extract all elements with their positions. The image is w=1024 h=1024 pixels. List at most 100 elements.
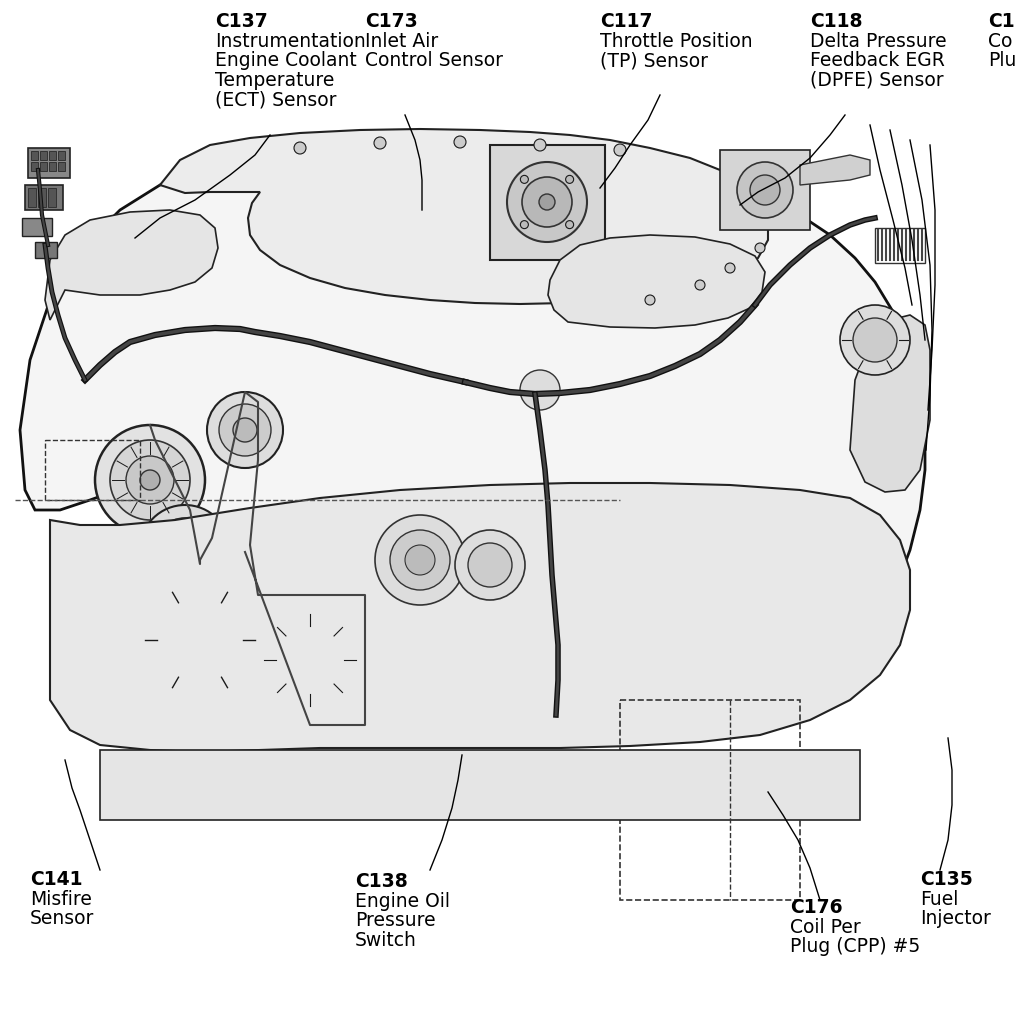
Text: Throttle Position: Throttle Position bbox=[600, 32, 753, 50]
Bar bbox=[49, 151, 56, 160]
Text: C135: C135 bbox=[920, 870, 973, 889]
Circle shape bbox=[374, 137, 386, 150]
Text: Delta Pressure: Delta Pressure bbox=[810, 32, 946, 50]
Polygon shape bbox=[800, 155, 870, 185]
Bar bbox=[31, 151, 38, 160]
Circle shape bbox=[725, 263, 735, 273]
Circle shape bbox=[737, 162, 793, 218]
Bar bbox=[22, 218, 52, 236]
Bar bbox=[874, 228, 925, 263]
Circle shape bbox=[755, 243, 765, 253]
Circle shape bbox=[539, 194, 555, 210]
Circle shape bbox=[853, 318, 897, 362]
Circle shape bbox=[645, 295, 655, 305]
Circle shape bbox=[468, 543, 512, 587]
Text: Engine Coolant: Engine Coolant bbox=[215, 51, 356, 71]
Text: C117: C117 bbox=[600, 12, 652, 31]
Circle shape bbox=[534, 139, 546, 151]
Circle shape bbox=[160, 600, 240, 680]
Text: Misfire: Misfire bbox=[30, 890, 92, 908]
Bar bbox=[720, 150, 810, 230]
Text: Switch: Switch bbox=[355, 931, 417, 949]
Circle shape bbox=[262, 612, 358, 708]
Text: C118: C118 bbox=[810, 12, 862, 31]
Text: (DPFE) Sensor: (DPFE) Sensor bbox=[810, 71, 944, 90]
Circle shape bbox=[750, 175, 780, 205]
Bar bbox=[45, 440, 140, 500]
Text: Temperature: Temperature bbox=[215, 71, 335, 90]
Circle shape bbox=[304, 654, 316, 666]
Circle shape bbox=[520, 370, 560, 410]
Polygon shape bbox=[50, 483, 910, 752]
Bar bbox=[620, 700, 800, 900]
Bar bbox=[48, 188, 56, 207]
Text: (ECT) Sensor: (ECT) Sensor bbox=[215, 90, 337, 110]
Bar bbox=[58, 162, 65, 171]
Circle shape bbox=[142, 582, 258, 698]
Circle shape bbox=[140, 470, 160, 490]
Circle shape bbox=[294, 142, 306, 154]
Circle shape bbox=[455, 530, 525, 600]
Circle shape bbox=[565, 175, 573, 183]
Circle shape bbox=[695, 280, 705, 290]
Bar bbox=[100, 750, 860, 820]
Circle shape bbox=[230, 542, 286, 598]
Bar bbox=[40, 162, 47, 171]
Text: C141: C141 bbox=[30, 870, 83, 889]
Bar bbox=[25, 185, 63, 210]
Circle shape bbox=[278, 628, 342, 692]
Circle shape bbox=[240, 552, 276, 588]
Text: Injector: Injector bbox=[920, 909, 991, 928]
Polygon shape bbox=[850, 315, 930, 492]
Circle shape bbox=[193, 632, 208, 648]
Polygon shape bbox=[160, 129, 768, 304]
Text: C138: C138 bbox=[355, 872, 408, 891]
Circle shape bbox=[233, 418, 257, 442]
Text: C137: C137 bbox=[215, 12, 267, 31]
Polygon shape bbox=[548, 234, 765, 328]
Circle shape bbox=[126, 456, 174, 504]
Bar bbox=[31, 162, 38, 171]
Text: Fuel: Fuel bbox=[920, 890, 958, 908]
Circle shape bbox=[153, 518, 217, 582]
Text: Coil Per: Coil Per bbox=[790, 918, 861, 937]
Circle shape bbox=[454, 136, 466, 148]
Circle shape bbox=[95, 425, 205, 535]
Text: Inlet Air: Inlet Air bbox=[365, 32, 438, 50]
Bar bbox=[40, 151, 47, 160]
Text: C1: C1 bbox=[988, 12, 1015, 31]
Text: Pressure: Pressure bbox=[355, 911, 435, 930]
Circle shape bbox=[614, 144, 626, 156]
Bar bbox=[49, 162, 56, 171]
Circle shape bbox=[110, 440, 190, 520]
Circle shape bbox=[520, 220, 528, 228]
Text: Control Sensor: Control Sensor bbox=[365, 51, 503, 71]
Circle shape bbox=[565, 220, 573, 228]
Bar bbox=[28, 188, 36, 207]
Circle shape bbox=[178, 618, 222, 662]
Bar bbox=[28, 148, 70, 178]
Bar bbox=[58, 151, 65, 160]
Circle shape bbox=[375, 515, 465, 605]
Circle shape bbox=[207, 392, 283, 468]
Circle shape bbox=[390, 530, 450, 590]
Circle shape bbox=[294, 644, 326, 676]
Text: C173: C173 bbox=[365, 12, 418, 31]
Text: Feedback EGR: Feedback EGR bbox=[810, 51, 945, 71]
Circle shape bbox=[140, 505, 230, 595]
Polygon shape bbox=[45, 210, 218, 319]
Bar bbox=[490, 145, 605, 260]
Circle shape bbox=[245, 595, 375, 725]
Circle shape bbox=[167, 532, 203, 568]
Text: Plu: Plu bbox=[988, 51, 1017, 71]
Circle shape bbox=[406, 545, 435, 575]
Circle shape bbox=[122, 562, 278, 718]
Circle shape bbox=[520, 175, 528, 183]
Circle shape bbox=[840, 305, 910, 375]
Text: Instrumentation: Instrumentation bbox=[215, 32, 366, 50]
Text: Plug (CPP) #5: Plug (CPP) #5 bbox=[790, 937, 921, 956]
Polygon shape bbox=[20, 147, 925, 726]
Bar bbox=[35, 242, 57, 258]
Text: C176: C176 bbox=[790, 898, 843, 918]
Circle shape bbox=[219, 404, 271, 456]
